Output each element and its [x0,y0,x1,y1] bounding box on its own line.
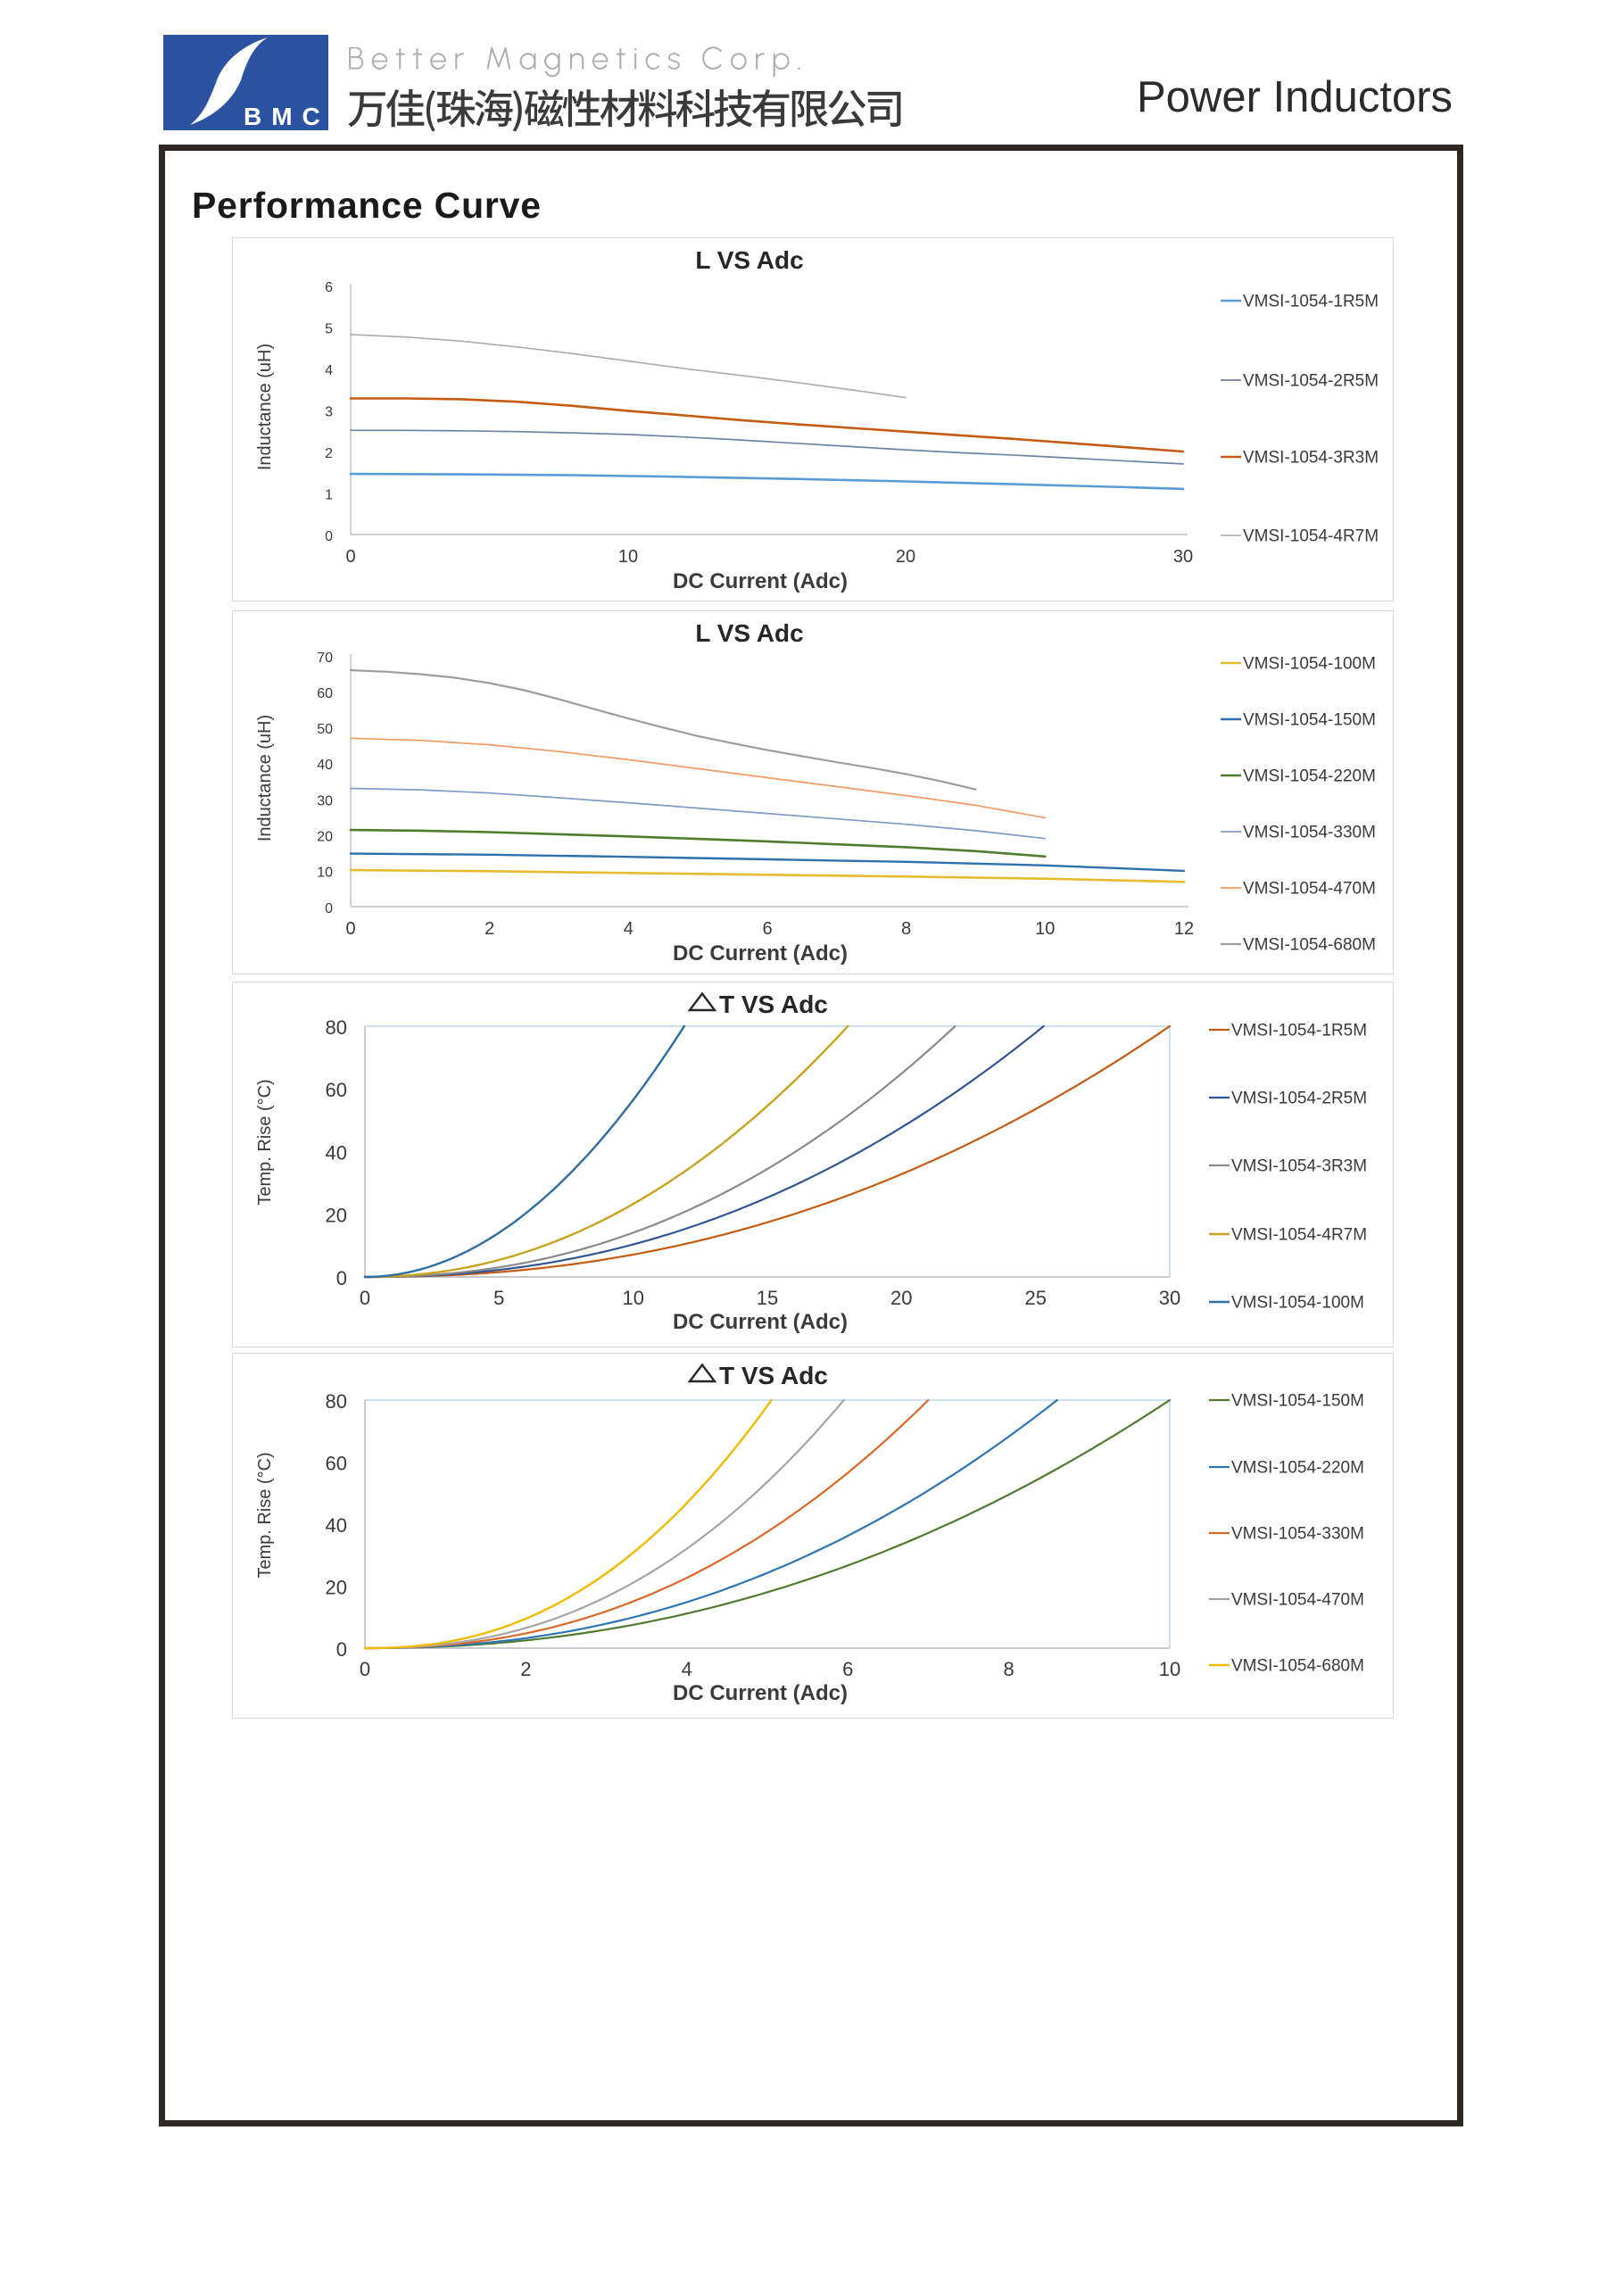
svg-text:6: 6 [762,919,772,939]
svg-text:VMSI-1054-680M: VMSI-1054-680M [1231,1657,1364,1676]
svg-text:0: 0 [325,529,333,544]
svg-text:4: 4 [325,363,333,378]
svg-text:5: 5 [325,321,333,336]
svg-text:DC Current (Adc): DC Current (Adc) [673,941,848,966]
svg-text:1: 1 [325,487,333,502]
svg-text:12: 12 [1174,919,1194,939]
svg-text:0: 0 [336,1267,347,1289]
svg-text:10: 10 [622,1287,643,1309]
svg-text:L VS Adc: L VS Adc [695,619,803,647]
svg-text:0: 0 [360,1287,370,1309]
svg-text:2: 2 [520,1658,531,1680]
svg-text:VMSI-1054-330M: VMSI-1054-330M [1231,1525,1364,1544]
svg-text:60: 60 [317,686,333,701]
svg-text:40: 40 [326,1514,347,1537]
svg-text:40: 40 [326,1141,347,1164]
svg-text:20: 20 [890,1287,912,1309]
svg-text:30: 30 [1159,1287,1180,1309]
svg-text:30: 30 [1173,547,1193,567]
svg-text:VMSI-1054-330M: VMSI-1054-330M [1243,824,1376,842]
svg-text:VMSI-1054-3R3M: VMSI-1054-3R3M [1231,1157,1367,1176]
svg-text:60: 60 [326,1452,347,1474]
svg-text:20: 20 [317,830,333,845]
svg-text:BMC: BMC [244,103,328,130]
svg-text:20: 20 [326,1576,347,1598]
svg-text:6: 6 [325,280,333,295]
svg-text:0: 0 [360,1658,370,1680]
svg-text:VMSI-1054-2R5M: VMSI-1054-2R5M [1243,372,1379,391]
svg-text:25: 25 [1024,1287,1046,1309]
svg-text:VMSI-1054-220M: VMSI-1054-220M [1243,767,1376,786]
svg-text:VMSI-1054-1R5M: VMSI-1054-1R5M [1243,293,1379,311]
svg-text:VMSI-1054-220M: VMSI-1054-220M [1231,1459,1364,1478]
svg-text:VMSI-1054-100M: VMSI-1054-100M [1231,1294,1364,1313]
svg-text:80: 80 [326,1016,347,1039]
svg-text:10: 10 [618,547,638,567]
svg-text:5: 5 [493,1287,504,1309]
svg-text:60: 60 [326,1079,347,1101]
svg-text:DC Current (Adc): DC Current (Adc) [673,1310,848,1334]
svg-text:Temp. Rise (°C): Temp. Rise (°C) [255,1079,275,1205]
svg-text:VMSI-1054-3R3M: VMSI-1054-3R3M [1243,449,1379,468]
svg-text:2: 2 [484,919,494,939]
svg-text:15: 15 [757,1287,778,1309]
svg-text:3: 3 [325,404,333,419]
svg-text:10: 10 [1159,1658,1180,1680]
svg-text:VMSI-1054-470M: VMSI-1054-470M [1231,1591,1364,1610]
svg-text:DC Current (Adc): DC Current (Adc) [673,569,848,593]
svg-text:L VS Adc: L VS Adc [695,246,803,274]
svg-text:50: 50 [317,722,333,737]
svg-text:20: 20 [896,547,915,567]
svg-text:VMSI-1054-1R5M: VMSI-1054-1R5M [1231,1022,1367,1040]
svg-text:DC Current (Adc): DC Current (Adc) [673,1681,848,1705]
svg-text:4: 4 [682,1658,692,1680]
svg-text:VMSI-1054-100M: VMSI-1054-100M [1243,655,1376,674]
svg-text:VMSI-1054-4R7M: VMSI-1054-4R7M [1231,1226,1367,1245]
svg-text:Temp. Rise (°C): Temp. Rise (°C) [255,1452,275,1578]
svg-text:T VS Adc: T VS Adc [719,1362,828,1389]
svg-text:6: 6 [842,1658,853,1680]
svg-text:70: 70 [317,651,333,666]
svg-text:30: 30 [317,793,333,808]
svg-text:0: 0 [336,1638,347,1661]
svg-text:T VS Adc: T VS Adc [719,991,828,1018]
svg-text:4: 4 [624,919,633,939]
svg-text:Inductance (uH): Inductance (uH) [255,715,275,841]
svg-text:40: 40 [317,758,333,773]
svg-text:Inductance (uH): Inductance (uH) [255,344,275,470]
svg-text:20: 20 [326,1205,347,1227]
svg-text:VMSI-1054-150M: VMSI-1054-150M [1231,1392,1364,1411]
svg-text:8: 8 [1003,1658,1014,1680]
svg-text:10: 10 [1035,919,1055,939]
svg-text:0: 0 [345,919,355,939]
svg-text:0: 0 [345,547,355,567]
svg-text:10: 10 [317,866,333,881]
svg-text:VMSI-1054-470M: VMSI-1054-470M [1243,880,1376,899]
svg-text:VMSI-1054-2R5M: VMSI-1054-2R5M [1231,1090,1367,1108]
svg-text:80: 80 [326,1390,347,1413]
svg-text:VMSI-1054-4R7M: VMSI-1054-4R7M [1243,527,1379,546]
svg-text:2: 2 [325,446,333,461]
svg-text:8: 8 [901,919,911,939]
svg-text:0: 0 [325,901,333,916]
svg-text:VMSI-1054-680M: VMSI-1054-680M [1243,936,1376,955]
svg-text:VMSI-1054-150M: VMSI-1054-150M [1243,711,1376,730]
